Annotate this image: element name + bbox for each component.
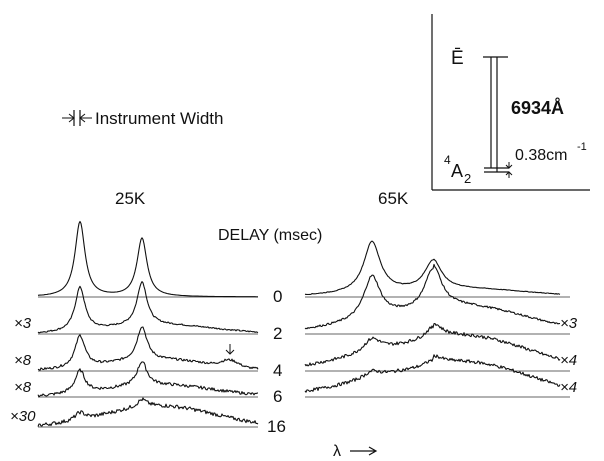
splitting-sup: -1	[577, 141, 587, 153]
trace-65K-delay-0	[304, 240, 561, 296]
trace-25K-delay-6	[37, 361, 258, 398]
delay-label-2: 2	[273, 324, 282, 343]
panel-label-25K: 25K	[115, 189, 146, 208]
trace-65K-delay-2	[304, 263, 561, 330]
traces-65K	[304, 240, 561, 393]
gain-25K-delay-6: ×8	[14, 379, 32, 396]
panel-label-65K: 65K	[378, 189, 409, 208]
wavelength-label: 6934Å	[511, 98, 564, 118]
delay-labels: 0 2 4 6 16	[267, 287, 286, 436]
gain-25K-delay-4: ×8	[14, 352, 32, 369]
trace-25K-delay-0	[37, 220, 258, 298]
gain-65K-delay-4: ×4	[560, 352, 577, 369]
gain-25K-delay-16: ×30	[10, 408, 36, 425]
gain-labels-65K: ×3 ×4 ×4	[560, 315, 578, 396]
instrument-width-label: Instrument Width	[95, 109, 224, 128]
gain-25K-delay-2: ×3	[14, 315, 32, 332]
gain-labels-25K: ×3 ×8 ×8 ×30	[10, 315, 36, 425]
trace-25K-delay-16	[37, 397, 259, 427]
instrument-width-marker: Instrument Width	[62, 109, 224, 128]
instrument-arrow-right	[79, 113, 92, 123]
delay-label-0: 0	[273, 287, 282, 306]
lower-level-sup: 4	[444, 153, 451, 167]
delay-header: DELAY (msec)	[218, 227, 322, 244]
energy-level-inset: Ē 6934Å 4 A 2 0.38cm -1	[431, 14, 590, 191]
shoulder-arrow-marker	[225, 344, 235, 355]
delay-label-16: 16	[267, 417, 286, 436]
lower-level-base: A	[451, 161, 463, 181]
trace-25K-delay-4	[37, 326, 259, 371]
gain-65K-delay-6: ×4	[560, 379, 577, 396]
trace-65K-delay-6	[304, 354, 561, 393]
baselines	[38, 296, 570, 428]
upper-level-label: Ē	[451, 48, 464, 69]
delay-label-4: 4	[273, 361, 282, 380]
instrument-arrow-left	[62, 113, 75, 123]
splitting-label: 0.38cm	[515, 147, 567, 164]
trace-25K-delay-2	[37, 281, 259, 334]
delay-label-6: 6	[273, 387, 282, 406]
x-axis-arrow	[350, 446, 378, 456]
x-axis-label: λ	[333, 443, 341, 460]
splitting-arrow-up	[505, 171, 513, 178]
splitting-arrow-down	[505, 162, 513, 169]
trace-65K-delay-4	[304, 322, 561, 367]
gain-65K-delay-2: ×3	[560, 315, 578, 332]
lower-level-sub: 2	[464, 171, 471, 186]
traces-25K	[37, 220, 259, 427]
